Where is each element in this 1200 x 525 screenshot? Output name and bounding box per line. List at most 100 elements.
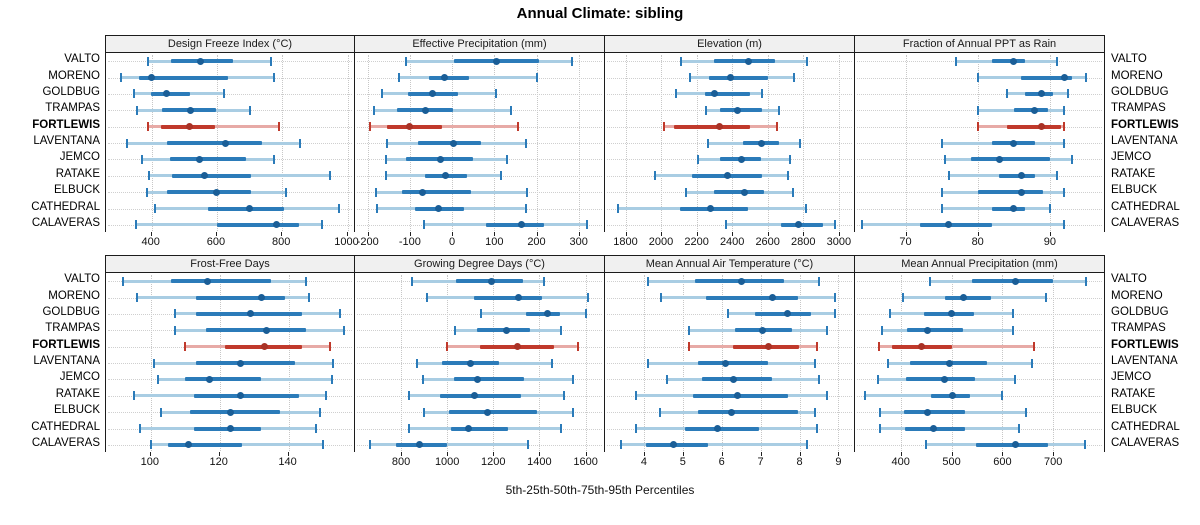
whisker-cap [1014, 374, 1017, 384]
whisker-cap [173, 309, 176, 319]
station-label-right: LAVENTANA [1111, 355, 1178, 367]
percentile-range-25-75 [992, 206, 1025, 211]
whisker-cap [149, 440, 152, 450]
whisker-cap [976, 73, 979, 82]
axis-tick-label: 300 [569, 236, 588, 248]
whisker-cap [338, 204, 341, 213]
panel-mean-annual-air-temperature: Mean Annual Air Temperature (°C) [605, 255, 855, 453]
median-dot [1060, 74, 1068, 81]
whisker-cap [408, 391, 411, 401]
whisker-cap [1056, 56, 1059, 66]
whisker-cap [322, 440, 324, 450]
percentile-range-5-95 [620, 443, 808, 447]
percentile-range-25-75 [673, 124, 750, 129]
median-dot [428, 90, 436, 98]
whisker-cap [887, 358, 889, 368]
percentile-range-25-75 [714, 59, 775, 64]
whisker-cap [789, 154, 791, 164]
station-label-left: VALTO [64, 53, 100, 66]
whisker-cap [825, 391, 828, 401]
axis-tick [767, 232, 769, 236]
axis-tick [149, 452, 151, 456]
median-dot [197, 57, 205, 65]
median-dot [163, 90, 171, 98]
percentile-range-25-75 [645, 442, 709, 447]
axis-tick [452, 232, 454, 236]
whisker-cap [132, 89, 135, 99]
percentile-range-25-75 [418, 141, 482, 145]
percentile-range-25-75 [719, 108, 763, 113]
whisker-cap [285, 187, 288, 197]
station-label-right: MORENO [1111, 289, 1163, 302]
whisker-cap [330, 374, 333, 384]
whisker-cap [147, 122, 150, 132]
percentile-range-25-75 [907, 328, 964, 333]
whisker-cap [1044, 293, 1047, 302]
row-gridline [857, 93, 1102, 95]
median-dot [204, 277, 212, 285]
whisker-cap [876, 374, 879, 384]
whisker-cap [308, 293, 311, 302]
median-dot [442, 172, 450, 180]
x-axis: -200 -100 0 100 200 300 [355, 232, 604, 252]
percentile-range-25-75 [702, 377, 773, 382]
axis-tick-label: 120 [209, 456, 228, 468]
whisker-cap [1084, 440, 1087, 450]
station-label-left: CALAVERAS [31, 436, 100, 449]
panel-strip-title: Fraction of Annual PPT as Rain [855, 36, 1104, 53]
station-label-left: CATHEDRAL [31, 420, 100, 433]
whisker-cap [325, 391, 328, 401]
median-dot [213, 188, 221, 196]
axis-tick-label: 3000 [826, 236, 852, 248]
station-label-right: RATAKE [1111, 167, 1156, 180]
median-dot [729, 375, 737, 383]
median-dot [733, 392, 741, 400]
chart-title: Annual Climate: sibling [516, 5, 684, 22]
median-dot [714, 425, 722, 432]
station-label-left: RATAKE [55, 167, 100, 180]
axis-tick-label: 2600 [755, 236, 780, 248]
axis-tick-label: 2400 [719, 236, 745, 248]
whisker-cap [160, 407, 163, 417]
whisker-cap [902, 293, 905, 302]
whisker-cap [880, 325, 883, 335]
median-dot [245, 205, 253, 212]
percentile-range-25-75 [975, 442, 1049, 447]
whisker-cap [818, 374, 820, 384]
panel-plot-area [605, 53, 854, 233]
median-dot [483, 408, 491, 416]
station-label-left: FORTLEWIS [32, 338, 100, 351]
whisker-cap [153, 358, 156, 368]
axis-tick-label: 500 [942, 456, 961, 468]
station-label-right: GOLDBUG [1111, 85, 1169, 98]
whisker-cap [635, 424, 638, 433]
axis-tick [539, 452, 541, 456]
station-label-left: TRAMPAS [45, 322, 100, 335]
station-label-right: VALTO [1111, 273, 1147, 286]
percentile-range-25-75 [205, 328, 306, 333]
x-axis: 70 80 90 [855, 232, 1104, 252]
whisker-cap [879, 407, 882, 417]
whisker-cap [726, 309, 729, 319]
median-dot [722, 359, 730, 367]
whisker-cap [1011, 325, 1014, 335]
whisker-cap [925, 440, 928, 450]
whisker-cap [976, 105, 979, 115]
whisker-cap [535, 73, 538, 82]
whisker-cap [372, 105, 375, 115]
station-label-right: ELBUCK [1111, 404, 1158, 417]
percentile-range-25-75 [171, 279, 272, 284]
percentile-range-5-95 [370, 443, 528, 447]
whisker-cap [1048, 204, 1051, 213]
whisker-cap [940, 204, 943, 213]
axis-tick [150, 232, 152, 236]
median-dot [1010, 139, 1018, 147]
percentile-range-25-75 [904, 410, 966, 415]
whisker-cap [653, 171, 656, 181]
median-dot [1030, 106, 1038, 114]
median-dot [923, 408, 931, 416]
whisker-cap [153, 204, 156, 213]
station-label-left: ELBUCK [53, 404, 100, 417]
whisker-cap [404, 56, 407, 66]
median-dot [185, 441, 193, 449]
